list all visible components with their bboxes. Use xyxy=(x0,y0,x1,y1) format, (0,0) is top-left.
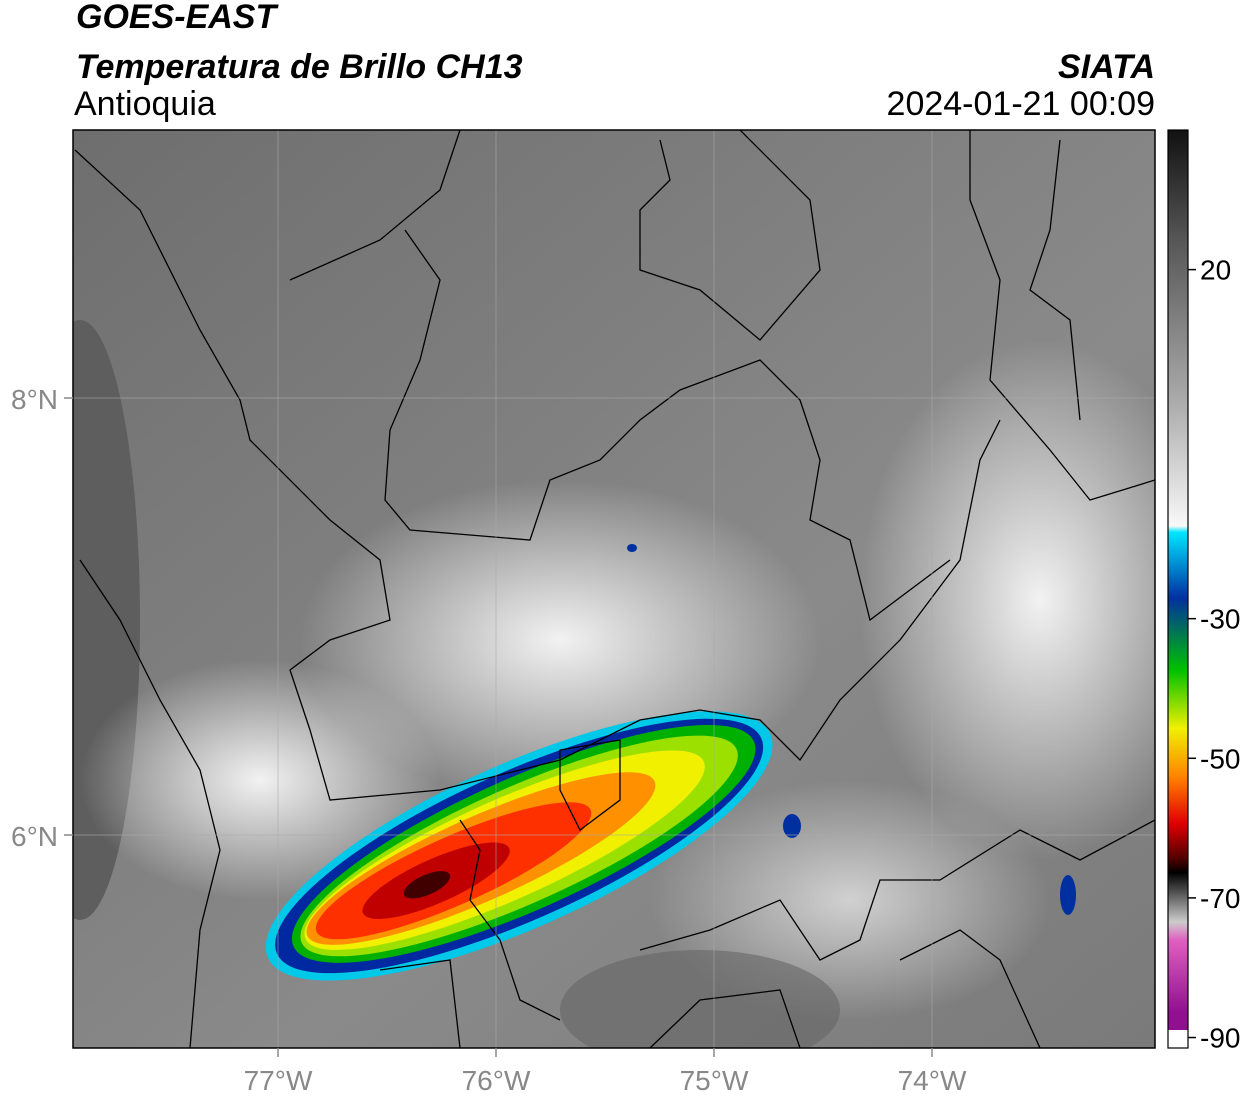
datetime: 2024-01-21 00:09 xyxy=(887,85,1155,123)
title: GOES-EAST xyxy=(76,0,279,36)
colorbar-tick-label: -50 xyxy=(1200,743,1240,774)
lon-label: 76°W xyxy=(462,1065,531,1096)
lon-label: 74°W xyxy=(898,1065,967,1096)
lon-label: 77°W xyxy=(244,1065,313,1096)
satellite-image xyxy=(73,130,1155,1048)
region: Antioquia xyxy=(74,85,216,123)
colorbar-tick-label: -90 xyxy=(1200,1023,1240,1054)
lat-label: 6°N xyxy=(11,821,58,852)
colorbar-tick-label: -30 xyxy=(1200,604,1240,635)
colorbar-tick-label: 20 xyxy=(1200,255,1231,286)
source: SIATA xyxy=(1058,48,1155,86)
colorbar xyxy=(1167,129,1189,1049)
subtitle: Temperatura de Brillo CH13 xyxy=(76,48,523,86)
lat-label: 8°N xyxy=(11,384,58,415)
colorbar-tick-label: -70 xyxy=(1200,883,1240,914)
map-frame xyxy=(72,129,1156,1049)
lon-label: 75°W xyxy=(680,1065,749,1096)
